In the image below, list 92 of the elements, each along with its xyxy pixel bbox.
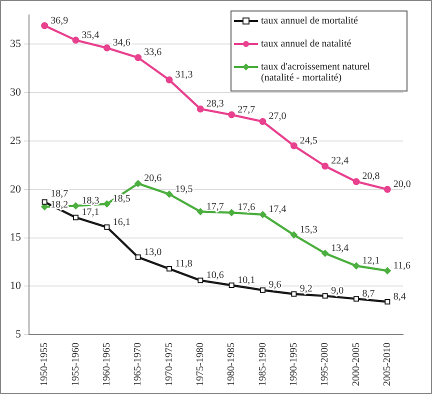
data-label: 10,1	[238, 274, 256, 286]
point	[103, 44, 110, 52]
point	[103, 200, 110, 208]
point	[322, 250, 329, 257]
data-label: 24,5	[300, 135, 318, 146]
data-label: 8,7	[362, 288, 375, 300]
y-tick-label: 30	[10, 86, 22, 98]
point	[135, 254, 141, 260]
data-label: 17,4	[268, 204, 286, 216]
point	[104, 224, 110, 230]
point	[259, 211, 266, 218]
data-label: 12,1	[362, 256, 380, 267]
data-label: 9,0	[331, 286, 344, 297]
legend-label: taux d'acroissement naturel (natalité - mortalité)	[261, 62, 370, 84]
point	[384, 267, 391, 274]
data-label: 17,1	[82, 207, 100, 218]
data-label: 33,6	[144, 47, 162, 58]
point	[259, 118, 266, 126]
data-label: 20,8	[362, 171, 380, 182]
data-label: 18,5	[112, 194, 130, 205]
point	[72, 36, 80, 44]
x-tick-label: 1990-1995	[288, 342, 300, 386]
point	[290, 231, 298, 238]
data-label: 9,6	[268, 280, 282, 291]
y-tick-label: 35	[10, 38, 22, 50]
point	[228, 209, 236, 216]
data-label: 9,2	[300, 284, 312, 295]
y-tick-label: 5	[16, 328, 22, 341]
data-label: 17,7	[206, 201, 224, 212]
data-label: 13,0	[144, 246, 162, 258]
point	[166, 266, 172, 272]
data-label: 31,3	[175, 70, 193, 81]
point	[353, 296, 360, 302]
point	[260, 287, 266, 293]
x-tick-label: 1995-2000	[320, 342, 331, 386]
point	[352, 262, 360, 270]
y-tick-label: 10	[10, 280, 22, 292]
data-label: 27,7	[238, 104, 256, 116]
data-label: 35,4	[82, 30, 100, 41]
point	[72, 214, 79, 220]
data-label: 19,5	[175, 184, 193, 195]
point	[166, 190, 173, 198]
point	[134, 180, 142, 188]
data-label: 20,0	[393, 178, 411, 190]
data-label: 11,6	[393, 260, 411, 272]
y-tick-label: 25	[10, 134, 22, 147]
legend-label: taux annuel de natalité	[261, 38, 352, 50]
data-label: 18,7	[50, 188, 68, 200]
point	[322, 293, 328, 299]
x-tick-label: 1985-1990	[257, 342, 268, 386]
data-label: 17,6	[238, 202, 256, 214]
data-label: 34,6	[112, 38, 130, 49]
data-label: 15,3	[300, 224, 318, 236]
x-tick-label: 1980-1985	[226, 342, 238, 386]
point	[352, 178, 360, 186]
point	[290, 142, 298, 150]
point	[196, 208, 204, 216]
point	[41, 22, 48, 30]
y-tick-label: 20	[10, 183, 22, 196]
data-label: 36,9	[50, 15, 68, 26]
x-tick-label: 1950-1955	[39, 342, 50, 386]
x-tick-label: 1965-1970	[132, 342, 144, 386]
point	[384, 186, 391, 193]
point	[72, 202, 80, 210]
data-label: 22,4	[331, 156, 349, 167]
point	[322, 162, 329, 170]
point	[166, 76, 173, 84]
point	[228, 282, 234, 288]
x-tick-label: 1975-1980	[195, 342, 206, 386]
data-label: 13,4	[331, 242, 349, 254]
data-label: 10,6	[206, 270, 224, 282]
x-tick-label: 2005-2010	[382, 342, 394, 386]
data-label: 27,0	[268, 111, 286, 122]
point	[196, 105, 204, 112]
point	[134, 54, 142, 62]
point	[291, 291, 297, 297]
x-tick-label: 2000-2005	[350, 342, 362, 386]
point	[198, 278, 204, 284]
y-tick-label: 15	[10, 232, 22, 244]
legend-label: taux annuel de mortalité	[261, 16, 358, 27]
data-label: 28,3	[206, 98, 224, 110]
point	[228, 111, 236, 118]
x-tick-label: 1970-1975	[164, 342, 175, 386]
x-tick-label: 1955-1960	[70, 342, 82, 386]
data-label: 18,3	[82, 195, 100, 206]
point	[384, 298, 390, 304]
data-label: 20,6	[144, 173, 162, 184]
point	[42, 199, 48, 205]
data-label: 8,4	[393, 291, 406, 302]
data-label: 11,8	[175, 258, 192, 270]
x-tick-label: 1960-1965	[102, 342, 113, 386]
data-label: 16,1	[112, 216, 130, 228]
